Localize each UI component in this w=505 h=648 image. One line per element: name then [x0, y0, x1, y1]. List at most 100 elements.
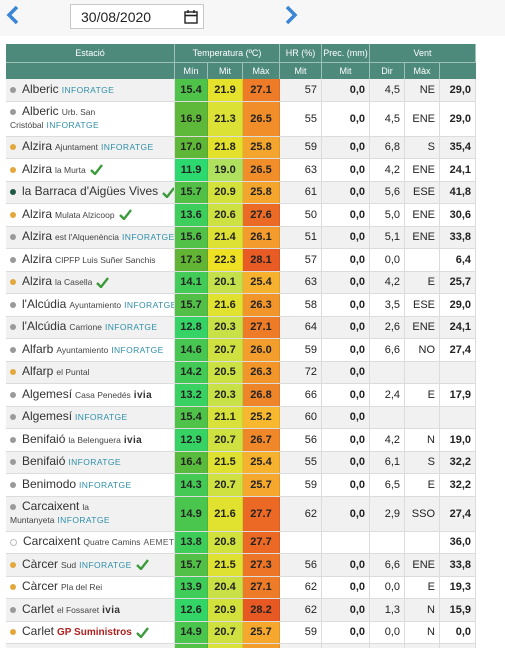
- station-name: Benifaió: [22, 431, 66, 446]
- station-detail: Mulata Alzicoop: [55, 209, 115, 220]
- station-label: Càrcer Pla del Rei: [10, 580, 102, 594]
- value-cell: 6,6: [370, 339, 405, 361]
- station-name: Benimodo: [22, 476, 77, 491]
- station-name: Alfarp: [22, 364, 54, 379]
- value-cell: ESE: [405, 294, 440, 316]
- value-cell: 0,0: [322, 79, 370, 101]
- station-name: Benifaió: [22, 454, 66, 469]
- column-header: Prec. (mm): [322, 44, 370, 62]
- value-cell: 56: [280, 429, 322, 451]
- calendar-icon[interactable]: [184, 10, 198, 24]
- station-detail: Urb. San Cristóbal: [10, 107, 96, 130]
- value-cell: 4,2: [370, 271, 405, 293]
- cell-value: 29,0: [449, 298, 471, 311]
- station-row: Alfarb Ayuntamiento INFORATGE 14.6 20.7 26.0 5…: [6, 339, 476, 362]
- station-name: Alfarb: [22, 341, 54, 356]
- value-cell: 0,0: [322, 599, 370, 621]
- cell-value: 62: [304, 581, 317, 594]
- value-cell: 20.7: [208, 621, 243, 643]
- cell-value: 0,0: [349, 231, 365, 244]
- cell-value: 2,4: [384, 388, 400, 401]
- value-cell: 2,4: [370, 384, 405, 406]
- cell-value: 20.3: [214, 321, 236, 334]
- station-name: Carcaixent: [23, 534, 81, 549]
- station-name: Alzira: [22, 274, 53, 289]
- station-cell: Alzira Ajuntament INFORATGE: [6, 136, 175, 158]
- value-cell: 21.9: [208, 79, 243, 101]
- cell-value: 4,5: [384, 112, 400, 125]
- cell-value: E: [427, 276, 435, 289]
- network-tag: ivia: [133, 389, 153, 401]
- value-cell: 6,5: [370, 474, 405, 496]
- value-cell: 25.7: [243, 474, 280, 496]
- cell-value: 27.3: [250, 558, 272, 571]
- value-cell: 62: [280, 576, 322, 598]
- cell-value: 26.3: [250, 298, 272, 311]
- station-row: Algemesí Casa Penedés ivia 13.2 20.3 26.8 66 0,…: [6, 384, 476, 407]
- station-cell: Alberic Urb. San Cristóbal INFORATGE: [6, 101, 175, 136]
- value-cell: S: [405, 136, 440, 158]
- status-dot: [10, 324, 16, 331]
- value-cell: 21.4: [208, 226, 243, 248]
- status-dot: [10, 504, 16, 511]
- value-cell: 0,0: [440, 621, 476, 643]
- network-tag: AEMET: [143, 537, 175, 548]
- value-cell: 21.1: [208, 406, 243, 428]
- cell-value: 20.9: [214, 186, 236, 199]
- value-cell: 0,0: [322, 429, 370, 451]
- cell-value: 50: [304, 208, 317, 221]
- status-dot: [10, 459, 16, 466]
- cell-value: 27.1: [250, 581, 272, 594]
- cell-value: SSO: [411, 507, 435, 520]
- value-cell: 27,4: [440, 339, 476, 361]
- value-cell: 5,6: [370, 181, 405, 203]
- station-cell: Carcaixent Quatre Camins AEMET: [6, 531, 175, 553]
- cell-value: 27,4: [449, 507, 471, 520]
- network-tag: INFORATGE: [75, 412, 128, 423]
- cell-value: NO: [418, 343, 436, 356]
- verified-check: [162, 187, 174, 199]
- cell-value: 20.7: [214, 343, 236, 356]
- cell-value: ENE: [412, 231, 435, 244]
- cell-value: 59: [304, 626, 317, 639]
- cell-value: 15.7: [180, 298, 202, 311]
- cell-value: 19,3: [449, 581, 471, 594]
- status-dot: [10, 414, 16, 421]
- value-cell: 58: [280, 294, 322, 316]
- status-dot: [10, 391, 16, 398]
- value-cell: 13.8: [175, 531, 208, 553]
- cell-value: 0,0: [349, 433, 365, 446]
- station-cell: Benifaió INFORATGE: [6, 451, 175, 473]
- prev-day[interactable]: [6, 5, 19, 25]
- cell-value: 0,0: [349, 141, 365, 154]
- value-cell: 21.8: [208, 136, 243, 158]
- next-day[interactable]: [285, 5, 298, 25]
- value-cell: 0,0: [322, 474, 370, 496]
- value-cell: 15.6: [175, 644, 208, 648]
- cell-value: 27.7: [250, 507, 272, 520]
- cell-value: 4,2: [384, 433, 400, 446]
- cell-value: 15.7: [180, 558, 202, 571]
- cell-value: 21.5: [214, 558, 236, 571]
- value-cell: 63: [280, 159, 322, 181]
- value-cell: 27.1: [243, 576, 280, 598]
- network-tag: GP Suministros: [57, 627, 132, 639]
- value-cell: 0,0: [322, 249, 370, 271]
- cell-value: 5,0: [384, 208, 400, 221]
- cell-value: 5,6: [384, 186, 400, 199]
- verified-check: [96, 277, 110, 289]
- status-dot: [10, 279, 16, 286]
- date-picker[interactable]: 30/08/2020: [70, 4, 204, 29]
- cell-value: S: [427, 456, 435, 469]
- value-cell: 4,2: [370, 429, 405, 451]
- value-cell: 55: [280, 101, 322, 136]
- value-cell: [440, 406, 476, 428]
- station-label: Benimodo INFORATGE: [10, 476, 132, 492]
- value-cell: 21.3: [208, 101, 243, 136]
- value-cell: 0,0: [322, 361, 370, 383]
- cell-value: 32,2: [449, 478, 471, 491]
- cell-value: 0,0: [384, 626, 400, 639]
- value-cell: ENE: [405, 316, 440, 338]
- station-cell: Algemesí INFORATGE: [6, 406, 175, 428]
